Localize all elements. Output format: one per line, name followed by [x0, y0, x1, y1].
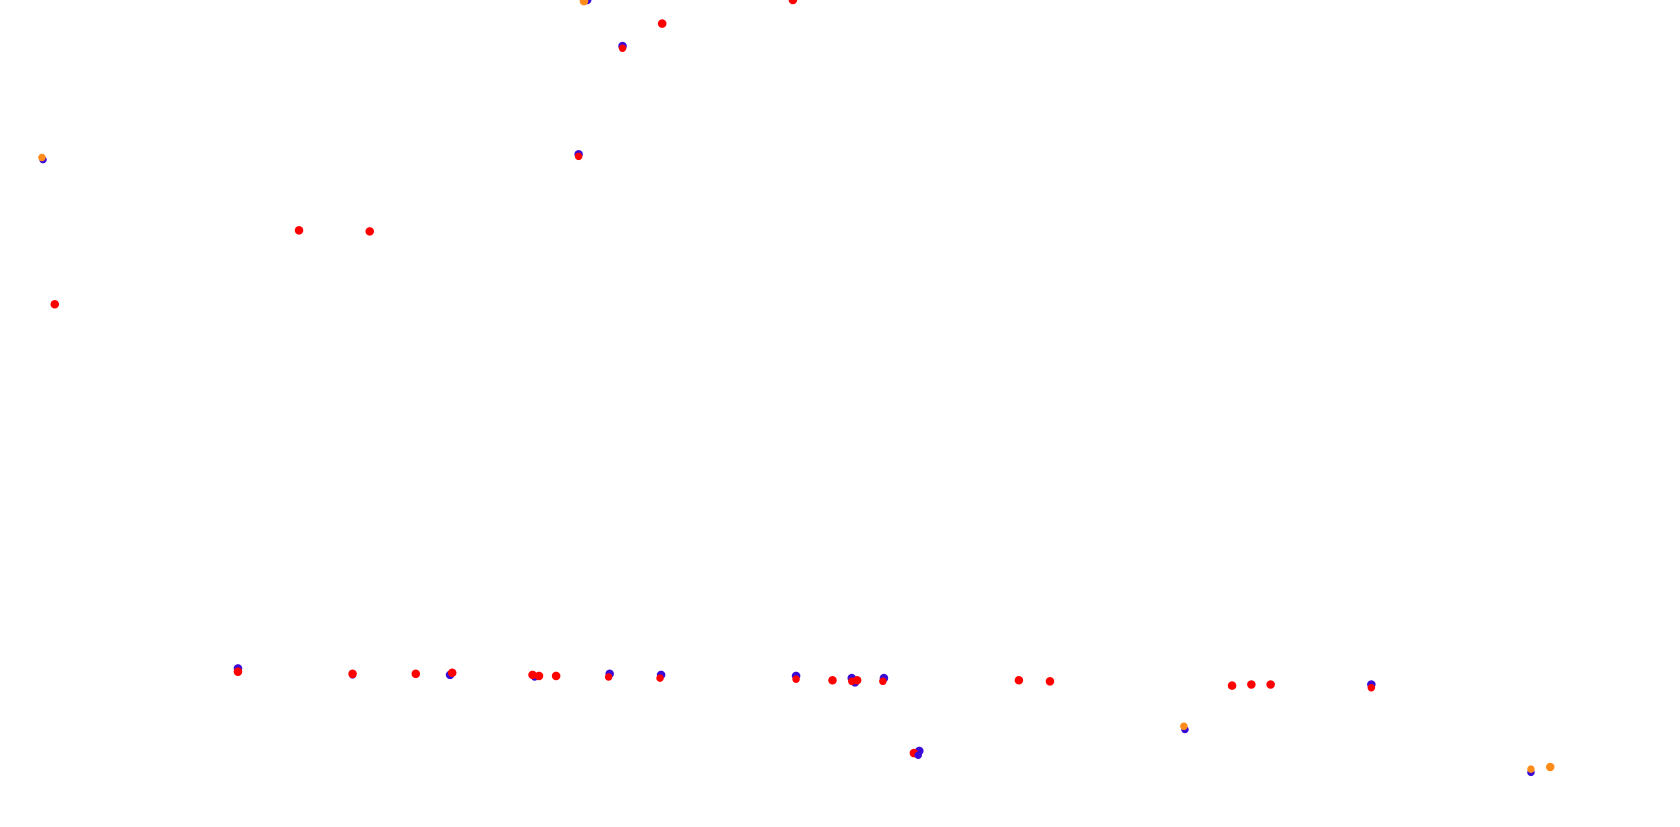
dot	[618, 44, 627, 52]
dot	[233, 667, 243, 676]
dot	[1266, 680, 1275, 689]
dot	[534, 671, 544, 681]
dot	[1045, 677, 1055, 686]
dot	[38, 153, 46, 162]
dot	[1180, 722, 1188, 731]
dot	[828, 675, 837, 685]
dot	[879, 677, 887, 686]
dot	[1014, 675, 1024, 685]
dot	[411, 669, 421, 679]
dot	[294, 226, 304, 235]
dot	[656, 674, 664, 682]
dot	[788, 0, 798, 5]
dot	[574, 152, 583, 161]
dot	[792, 675, 800, 683]
dot	[1227, 681, 1237, 690]
dot	[447, 668, 457, 678]
dot	[528, 670, 537, 680]
dots	[38, 0, 1555, 777]
dot	[579, 0, 589, 6]
dot	[604, 673, 613, 681]
dot	[1367, 683, 1376, 692]
dot	[1247, 680, 1256, 689]
dot	[1545, 762, 1555, 772]
dot	[1527, 765, 1535, 773]
dot	[914, 751, 922, 759]
dot	[551, 671, 561, 681]
dot	[657, 19, 667, 28]
dot	[348, 669, 357, 679]
dot	[852, 675, 862, 685]
dot	[365, 227, 375, 236]
dot	[50, 299, 60, 309]
